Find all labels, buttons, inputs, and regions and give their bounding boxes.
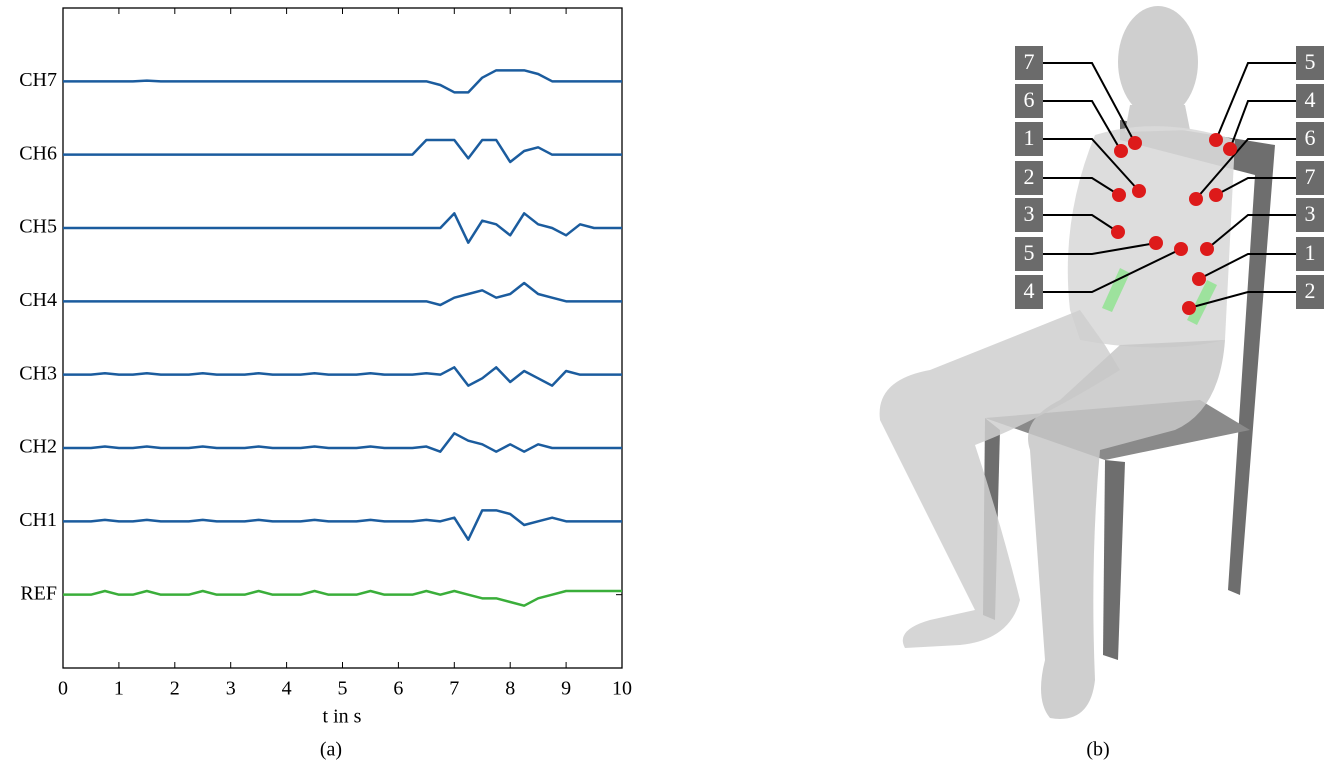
plot-frame	[63, 8, 622, 668]
electrode-label: 3	[1305, 201, 1316, 226]
electrode	[1209, 188, 1223, 202]
y-tick-label: CH4	[19, 289, 57, 311]
electrode-label: 6	[1024, 87, 1035, 112]
electrode	[1223, 142, 1237, 156]
electrode-label: 5	[1305, 49, 1316, 74]
electrode-label: 3	[1024, 201, 1035, 226]
x-tick-label: 0	[58, 678, 68, 700]
electrode-label: 2	[1024, 164, 1035, 189]
signal-trace	[63, 433, 622, 451]
y-tick-label: REF	[20, 582, 57, 604]
electrode	[1182, 301, 1196, 315]
electrode	[1189, 192, 1203, 206]
electrode-label: 2	[1305, 278, 1316, 303]
electrode	[1149, 236, 1163, 250]
torso	[1068, 126, 1235, 347]
signal-trace	[63, 140, 622, 162]
electrode-label: 1	[1024, 125, 1035, 150]
y-tick-label: CH1	[19, 509, 57, 531]
electrode	[1112, 188, 1126, 202]
electrode-label: 4	[1305, 87, 1316, 112]
y-tick-label: CH2	[19, 436, 57, 458]
head	[1118, 6, 1198, 118]
x-tick-label: 10	[612, 678, 632, 700]
x-tick-label: 5	[338, 678, 348, 700]
signal-trace	[63, 70, 622, 92]
y-tick-label: CH7	[19, 69, 57, 91]
x-tick-label: 2	[170, 678, 180, 700]
page: t in s (a) (b) 0 1 2 3 4 5 6 7 8 9 10 REF CH1 CH2 CH3 C…	[0, 0, 1329, 768]
caption: (a)	[320, 739, 342, 761]
chair-leg	[1103, 460, 1125, 660]
x-tick-label: 9	[561, 678, 571, 700]
y-tick-label: CH3	[19, 362, 57, 384]
caption: (b)	[1086, 739, 1109, 761]
electrode	[1111, 225, 1125, 239]
x-tick-label: 1	[114, 678, 124, 700]
x-tick-label: 8	[505, 678, 515, 700]
x-tick-label: 4	[282, 678, 292, 700]
x-tick-label: 7	[449, 678, 459, 700]
electrode-label: 6	[1305, 125, 1316, 150]
electrode-label: 7	[1024, 49, 1035, 74]
electrode	[1200, 242, 1214, 256]
x-axis-label: t in s	[323, 706, 362, 728]
y-tick-label: CH6	[19, 142, 57, 164]
figure: t in s (a) (b) 0 1 2 3 4 5 6 7 8 9 10 REF CH1 CH2 CH3 C…	[0, 0, 1329, 768]
person-illustration	[880, 6, 1275, 719]
electrode-label: 5	[1024, 240, 1035, 265]
electrode	[1114, 144, 1128, 158]
electrode-label: 4	[1024, 278, 1035, 303]
y-tick-label: CH5	[19, 216, 57, 238]
electrode	[1132, 184, 1146, 198]
signal-trace	[63, 283, 622, 305]
electrode-label: 1	[1305, 240, 1316, 265]
electrode	[1209, 133, 1223, 147]
signal-trace	[63, 213, 622, 242]
x-tick-label: 3	[226, 678, 236, 700]
signal-trace	[63, 367, 622, 385]
electrode-label: 7	[1305, 164, 1316, 189]
electrode	[1174, 242, 1188, 256]
electrode	[1128, 136, 1142, 150]
signal-trace	[63, 591, 622, 606]
x-tick-label: 6	[393, 678, 403, 700]
signal-trace	[63, 510, 622, 539]
electrode	[1192, 272, 1206, 286]
